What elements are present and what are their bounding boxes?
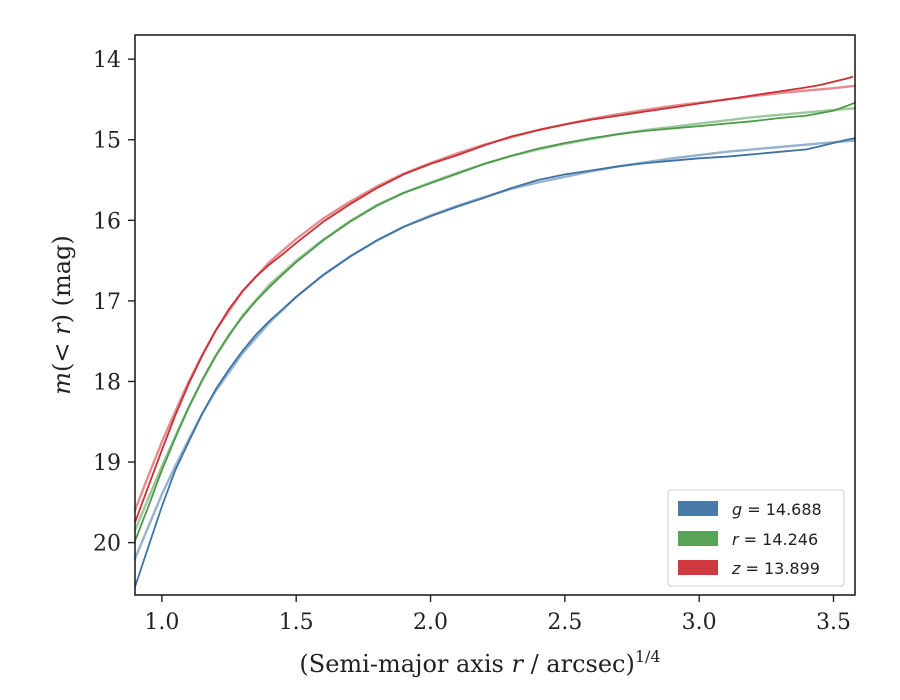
y-tick-label: 18 <box>93 370 121 395</box>
legend-entry-r: r = 14.246 <box>678 530 818 549</box>
x-tick-label: 2.0 <box>413 610 448 635</box>
legend: g = 14.688 r = 14.246 z = 13.899 <box>667 489 845 587</box>
y-axis-ticks: 14 15 16 17 18 19 20 <box>93 48 135 557</box>
x-tick-label: 1.0 <box>144 610 179 635</box>
legend-swatch-g <box>678 501 718 516</box>
x-tick-label: 3.0 <box>682 610 717 635</box>
y-tick-label: 16 <box>93 209 121 234</box>
y-axis-label: m(< r) (mag) <box>48 235 76 395</box>
legend-swatch-r <box>678 531 718 546</box>
y-tick-label: 17 <box>93 290 121 315</box>
plot-lines <box>133 76 857 588</box>
y-tick-label: 14 <box>93 48 121 73</box>
series-line-z <box>134 76 854 524</box>
legend-entry-g: g = 14.688 <box>678 500 822 519</box>
series-line-g <box>134 137 856 588</box>
y-tick-label: 20 <box>93 532 121 557</box>
series-line-r <box>134 101 856 542</box>
y-tick-label: 15 <box>93 129 121 154</box>
plot-frame <box>134 34 856 596</box>
series-line-r-model <box>133 107 857 532</box>
x-axis-ticks: 1.0 1.5 2.0 2.5 3.0 3.5 <box>144 595 851 635</box>
y-tick-label: 19 <box>93 451 121 476</box>
x-tick-label: 2.5 <box>547 610 582 635</box>
legend-label-z: z = 13.899 <box>731 559 820 578</box>
x-tick-label: 1.5 <box>279 610 314 635</box>
x-axis-label: (Semi-major axis r / arcsec)1/4 <box>299 647 660 678</box>
legend-entry-z: z = 13.899 <box>678 559 820 578</box>
legend-swatch-z <box>678 560 718 575</box>
x-tick-label: 3.5 <box>816 610 851 635</box>
legend-label-r: r = 14.246 <box>732 530 818 549</box>
legend-label-g: g = 14.688 <box>732 500 822 519</box>
